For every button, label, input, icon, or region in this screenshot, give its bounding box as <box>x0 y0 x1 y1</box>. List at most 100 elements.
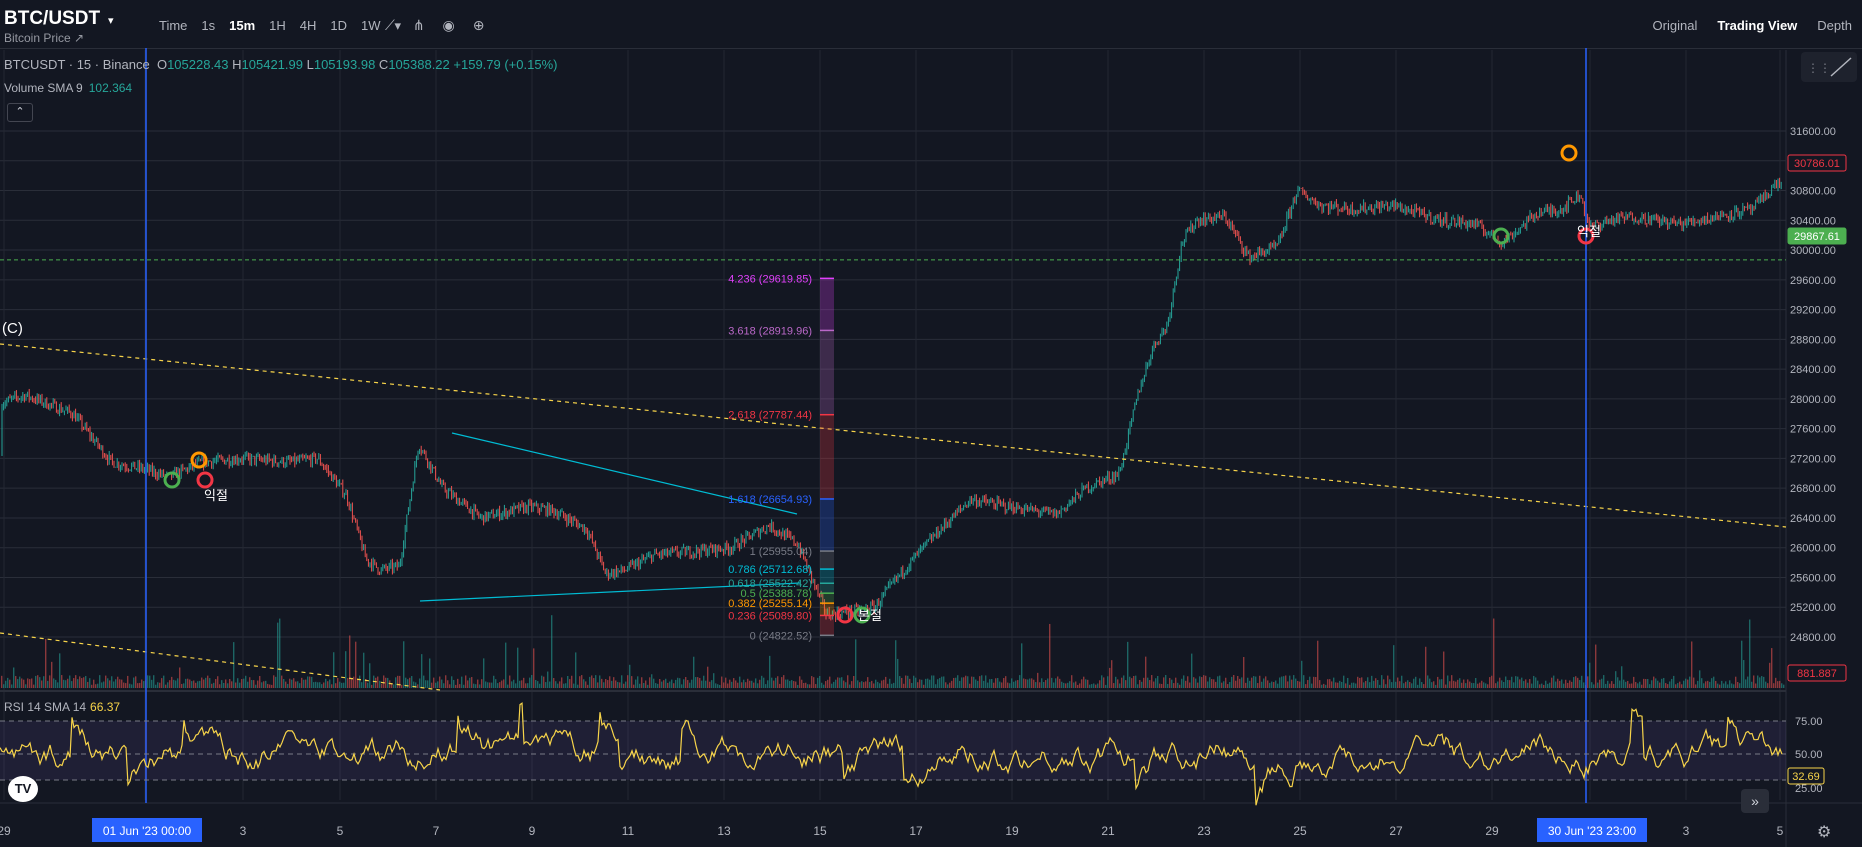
volume-bar <box>1023 678 1025 688</box>
rsi-current-box <box>1787 767 1825 785</box>
ohlc-legend: BTCUSDT · 15 · Binance O105228.43 H10542… <box>4 57 557 72</box>
rsi-axis-tick: 25.00 <box>1795 783 1823 795</box>
interval-15m[interactable]: 15m <box>229 18 256 33</box>
volume-bar <box>627 675 629 688</box>
volume-bar <box>197 681 199 688</box>
volume-bar <box>1179 684 1181 688</box>
entry-marker-green[interactable] <box>853 606 871 624</box>
volume-bar <box>465 675 467 688</box>
volume-bar <box>1233 675 1235 688</box>
volume-bar <box>1623 679 1625 688</box>
volume-bar <box>589 676 591 688</box>
volume-bar <box>245 675 247 688</box>
triangle-lower-line[interactable] <box>419 582 801 602</box>
collapse-legend-button[interactable]: ⌃ <box>7 103 33 122</box>
volume-bar <box>1629 683 1631 688</box>
volume-bar <box>71 681 73 688</box>
volume-bar <box>1385 684 1387 688</box>
volume-bar <box>413 681 415 688</box>
trendline-dashed-lower[interactable] <box>0 632 441 691</box>
entry-marker-orange[interactable] <box>190 451 208 469</box>
volume-bar <box>69 675 71 688</box>
volume-bar <box>1647 678 1649 688</box>
volume-bar <box>127 675 129 688</box>
volume-bar <box>699 677 701 688</box>
compare-icon[interactable]: ⋔ <box>412 17 425 33</box>
fib-level-label: 0.786 (25712.68) <box>728 564 812 576</box>
volume-bar <box>1529 679 1531 688</box>
volume-bar <box>1437 676 1439 688</box>
volume-bar <box>1497 681 1499 688</box>
tradingview-logo-icon[interactable]: TV <box>8 776 38 802</box>
volume-bar <box>429 658 431 688</box>
exit-marker-red[interactable] <box>196 471 214 489</box>
volume-bar <box>853 675 855 688</box>
volume-bar <box>41 680 43 688</box>
interval-1d[interactable]: 1D <box>330 18 348 33</box>
volume-bar <box>631 676 633 688</box>
volume-bar <box>999 681 1001 688</box>
volume-bar <box>267 683 269 688</box>
chevron-down-icon[interactable]: ▾ <box>108 15 114 27</box>
volume-bar <box>1365 680 1367 688</box>
interval-1s[interactable]: 1s <box>201 18 216 33</box>
tab-trading-view[interactable]: Trading View <box>1717 18 1798 33</box>
exit-marker-red[interactable] <box>1577 227 1595 245</box>
volume-bar <box>457 678 459 688</box>
tab-original[interactable]: Original <box>1652 18 1698 33</box>
triangle-upper-line[interactable] <box>451 432 798 515</box>
entry-marker-green[interactable] <box>163 471 181 489</box>
interval-1w[interactable]: 1W <box>361 18 381 33</box>
marker-label: 익절 <box>204 488 228 503</box>
volume-bar <box>527 683 529 688</box>
interval-time[interactable]: Time <box>159 18 188 33</box>
symbol-selector[interactable]: BTC/USDT <box>4 8 101 29</box>
volume-bar <box>1401 675 1403 688</box>
entry-marker-green[interactable] <box>1492 227 1510 245</box>
volume-bar <box>513 679 515 688</box>
interval-more-chevron-icon[interactable]: ▾ <box>394 18 402 33</box>
volume-bar <box>811 676 813 688</box>
volume-bar <box>415 682 417 688</box>
gear-icon[interactable]: ⚙ <box>1817 824 1832 841</box>
volume-bar <box>517 647 519 688</box>
entry-marker-orange[interactable] <box>1560 144 1578 162</box>
tab-depth[interactable]: Depth <box>1817 18 1852 33</box>
add-icon[interactable]: ⊕ <box>472 17 485 33</box>
volume-bar <box>1001 682 1003 688</box>
volume-bar <box>569 679 571 688</box>
time-axis-tick: 23 <box>1197 824 1211 838</box>
volume-bar <box>199 680 201 688</box>
volume-bar <box>207 675 209 688</box>
scroll-to-realtime-icon[interactable]: » <box>1741 789 1769 813</box>
volume-bar <box>259 676 261 688</box>
current-price-label: 29867.61 <box>1794 231 1840 243</box>
volume-bar <box>173 679 175 688</box>
interval-1h[interactable]: 1H <box>269 18 286 33</box>
volume-bar <box>639 683 641 688</box>
drawing-tools-toggle[interactable]: ⋮⋮ <box>1801 52 1857 82</box>
volume-bar <box>601 678 603 688</box>
volume-bar <box>361 682 363 688</box>
volume-bar <box>169 680 171 688</box>
volume-bar <box>1155 678 1157 688</box>
volume-bar <box>165 684 167 688</box>
trendline-dashed-upper[interactable] <box>0 343 1787 528</box>
camera-icon[interactable]: ◉ <box>442 17 455 33</box>
volume-bar <box>1653 676 1655 688</box>
symbol-subtitle-link[interactable]: Bitcoin Price ↗ <box>4 31 85 45</box>
indicator-icon[interactable]: ⟋ <box>385 17 395 33</box>
volume-bar <box>1247 677 1249 688</box>
volume-bar <box>1187 676 1189 688</box>
price-axis-tick: 25600.00 <box>1790 572 1836 584</box>
volume-bar <box>1745 679 1747 688</box>
volume-bar <box>931 675 933 688</box>
marker-label: 본절 <box>858 608 882 623</box>
volume-bar <box>847 675 849 688</box>
exit-marker-red[interactable] <box>836 606 854 624</box>
volume-bar <box>371 684 373 688</box>
volume-bar <box>1417 684 1419 688</box>
volume-bar <box>717 684 719 688</box>
interval-4h[interactable]: 4H <box>299 18 317 33</box>
